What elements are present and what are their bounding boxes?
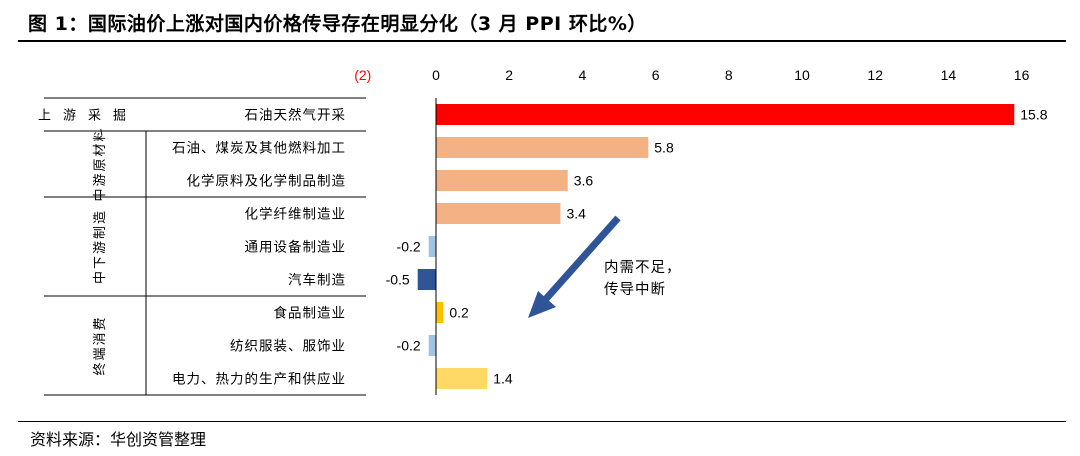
bar [436, 137, 649, 158]
bar [436, 104, 1015, 125]
data-label: 15.8 [1020, 107, 1047, 123]
bar [417, 269, 436, 290]
category-label: 石油、煤炭及其他燃料加工 [172, 140, 346, 157]
category-label: 化学原料及化学制品制造 [187, 174, 347, 190]
data-label: 1.4 [493, 371, 513, 387]
x-tick-label: 4 [579, 67, 587, 83]
category-label: 汽车制造 [288, 272, 346, 289]
bar [436, 302, 444, 323]
figure-title: 图 1：国际油价上涨对国内价格传导存在明显分化（3 月 PPI 环比%） [28, 13, 647, 35]
annotation-text: 传导中断 [604, 281, 666, 298]
data-label: 3.6 [574, 173, 594, 189]
bar [428, 236, 436, 257]
title-divider [18, 40, 1066, 42]
category-label: 电力、热力的生产和供应业 [172, 371, 346, 388]
bar [428, 335, 436, 356]
annotation-arrow-head [528, 291, 556, 318]
group-label: 中游原材料 [93, 126, 108, 201]
data-label: -0.2 [397, 239, 421, 255]
data-label: -0.2 [397, 338, 421, 354]
footer-divider [18, 421, 1066, 422]
x-tick-label: 16 [1014, 67, 1030, 83]
data-label: 0.2 [449, 305, 469, 321]
x-tick-label: 0 [432, 67, 440, 83]
annotation-text: 内需不足， [604, 259, 682, 276]
x-tick-label: (2) [354, 67, 371, 83]
category-label: 化学纤维制造业 [245, 207, 347, 223]
x-tick-label: 2 [505, 67, 513, 83]
data-label: -0.5 [386, 272, 410, 288]
group-label: 中下游制造 [93, 209, 108, 284]
bar [436, 203, 561, 224]
category-label: 纺织服装、服饰业 [230, 339, 346, 355]
x-tick-label: 10 [794, 67, 810, 83]
category-label: 食品制造业 [274, 305, 347, 322]
x-tick-label: 6 [652, 67, 660, 83]
group-label: 上游采掘 [38, 109, 138, 124]
category-label: 通用设备制造业 [245, 239, 347, 256]
source-note: 资料来源：华创资管整理 [30, 430, 207, 449]
x-tick-label: 8 [725, 67, 733, 83]
x-tick-label: 12 [867, 67, 883, 83]
category-label: 石油天然气开采 [245, 107, 347, 124]
data-label: 3.4 [566, 206, 586, 222]
bar [436, 368, 488, 389]
x-tick-label: 14 [941, 67, 957, 83]
data-label: 5.8 [654, 140, 674, 156]
bar [436, 170, 568, 191]
group-label: 终端消费 [92, 315, 108, 375]
annotation-arrow-shaft [542, 215, 621, 303]
